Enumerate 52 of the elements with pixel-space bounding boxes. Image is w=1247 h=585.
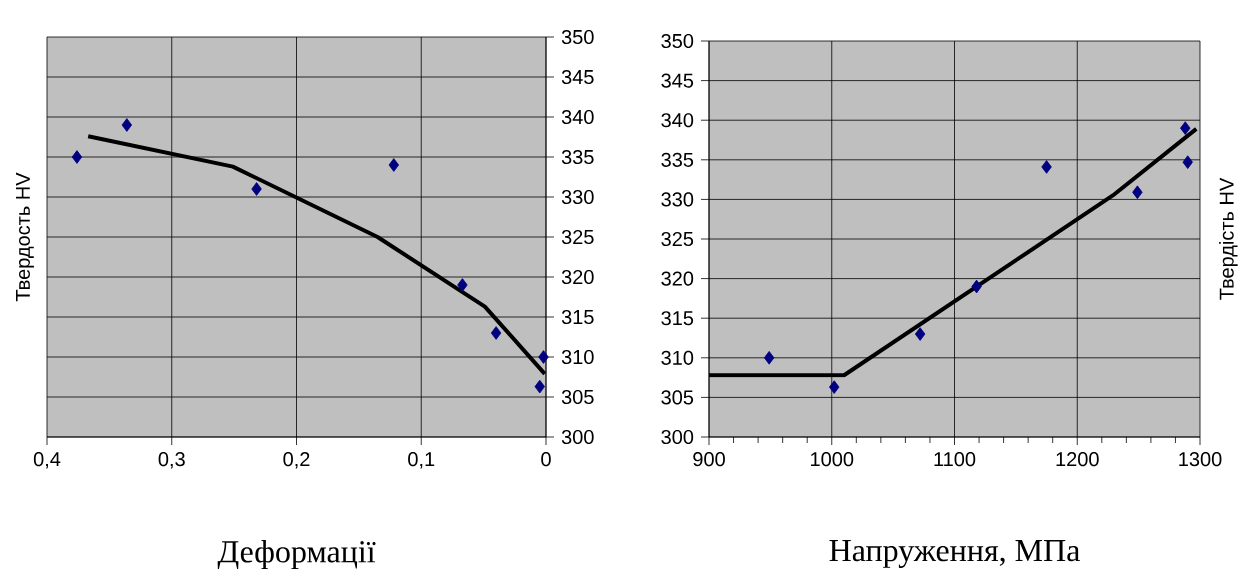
y-tick-label: 330 — [561, 189, 594, 205]
point — [1132, 185, 1143, 200]
x-axis-title: Деформації — [217, 540, 376, 570]
y-tick-label: 335 — [561, 149, 594, 165]
y-tick-label: 310 — [661, 350, 694, 365]
x-tick-label: 900 — [693, 452, 725, 467]
point — [763, 351, 775, 365]
y-tick-label: 300 — [661, 429, 694, 445]
y-tick-label: 335 — [661, 152, 694, 167]
x-axis-title: Напруження, МПа — [829, 540, 1080, 568]
y-tick-label: 340 — [661, 113, 694, 128]
y-tick-label: 325 — [661, 231, 694, 247]
point — [1041, 160, 1052, 174]
point — [71, 150, 83, 164]
point — [538, 350, 549, 364]
y-tick-label: 350 — [661, 33, 694, 49]
x-tick-label: 1100 — [934, 452, 976, 467]
point — [457, 278, 468, 292]
x-tick-label: 0 — [541, 452, 551, 467]
y-axis-title: Твердість HV — [1219, 177, 1238, 300]
point — [490, 326, 502, 340]
point — [1182, 155, 1193, 169]
x-tick-label: 1000 — [811, 452, 854, 467]
x-tick-label: 0,4 — [33, 452, 61, 469]
y-tick-label: 315 — [561, 309, 594, 325]
x-tick-label: 0,2 — [283, 452, 310, 469]
point — [971, 279, 982, 294]
y-tick-label: 330 — [661, 192, 694, 207]
y-tick-label: 305 — [561, 389, 594, 405]
point — [121, 118, 133, 132]
x-tick-label: 0,3 — [158, 452, 185, 469]
x-tick-label: 0,1 — [408, 452, 435, 469]
y-tick-label: 325 — [561, 229, 594, 245]
y-tick-label: 340 — [561, 109, 594, 125]
point — [1180, 121, 1191, 135]
y-tick-label: 345 — [561, 69, 594, 85]
point — [534, 379, 545, 394]
y-tick-label: 315 — [661, 311, 694, 326]
y-tick-label: 350 — [561, 29, 594, 45]
y-tick-label: 345 — [661, 73, 694, 88]
y-axis-title: Твердость HV — [16, 172, 34, 302]
point — [251, 182, 262, 196]
y-tick-label: 320 — [561, 269, 594, 285]
y-tick-label: 320 — [661, 271, 694, 286]
point — [914, 327, 926, 341]
y-tick-label: 310 — [561, 349, 594, 365]
point — [388, 158, 400, 172]
x-tick-label: 1300 — [1179, 452, 1222, 467]
y-tick-label: 300 — [561, 429, 594, 445]
y-tick-label: 305 — [661, 390, 694, 405]
x-tick-label: 1200 — [1056, 452, 1099, 467]
point — [829, 380, 840, 394]
